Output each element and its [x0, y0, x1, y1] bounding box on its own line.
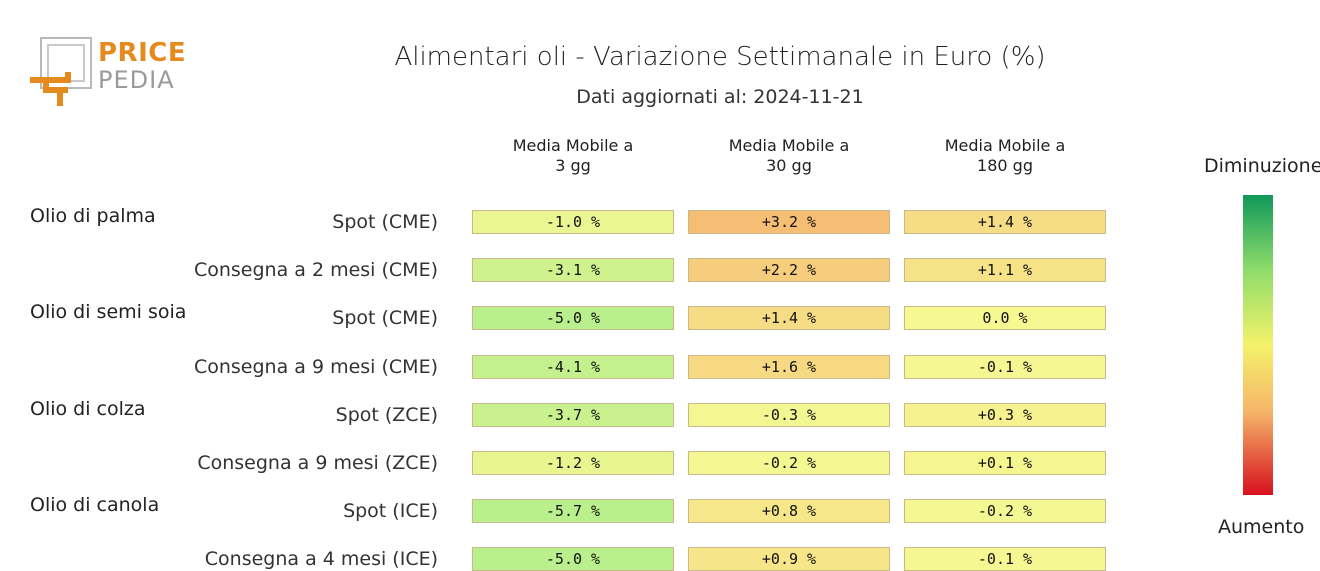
row-label: Spot (CME) [332, 307, 438, 330]
heatmap-cell: +1.6 % [688, 354, 890, 379]
row-label: Consegna a 2 mesi (CME) [193, 259, 438, 282]
heatmap-cell: +3.2 % [688, 210, 890, 234]
logo-pedia-text: PEDIA [98, 66, 175, 94]
heatmap-cell: -0.1 % [904, 547, 1106, 571]
heatmap-cell: -5.0 % [472, 306, 674, 331]
heatmap-cell: -0.1 % [904, 354, 1106, 379]
heatmap-cell: +1.4 % [688, 306, 890, 331]
row-label: Spot (ICE) [343, 500, 438, 523]
row-label: Spot (CME) [332, 211, 438, 233]
group-label: Olio di canola [30, 494, 160, 517]
row-label: Consegna a 9 mesi (ZCE) [197, 452, 438, 474]
heatmap-cell: 0.0 % [904, 306, 1106, 331]
heatmap-cell: -1.2 % [472, 451, 674, 475]
row-label: Spot (ZCE) [335, 403, 438, 426]
heatmap-cell: -3.1 % [472, 258, 674, 283]
chart-subtitle: Dati aggiornati al: 2024-11-21 [576, 86, 864, 108]
group-label: Olio di palma [30, 205, 156, 227]
heatmap-cell: -4.1 % [472, 354, 674, 379]
heatmap-cell: +0.3 % [904, 402, 1106, 427]
heatmap-cell: -5.0 % [472, 547, 674, 571]
heatmap-cell: +1.4 % [904, 210, 1106, 234]
column-header: Media Mobile a 30 gg [728, 136, 850, 175]
row-label: Consegna a 4 mesi (ICE) [204, 548, 438, 571]
heatmap-cell: -0.3 % [688, 402, 890, 427]
logo-price-text: PRICE [98, 38, 187, 68]
heatmap-cell: -0.2 % [904, 499, 1106, 524]
legend-top-label: Diminuzione [1204, 155, 1320, 177]
heatmap-cell: +1.1 % [904, 258, 1106, 283]
legend-color-scale [1243, 195, 1273, 495]
pricepedia-logo: PRICE PEDIA [28, 36, 188, 108]
group-label: Olio di colza [30, 397, 146, 420]
heatmap-cell: -3.7 % [472, 402, 674, 427]
legend-bottom-label: Aumento [1218, 516, 1305, 538]
heatmap-cell: +0.1 % [904, 451, 1106, 475]
logo-mark-icon [30, 37, 92, 106]
heatmap-cell: +2.2 % [688, 258, 890, 283]
group-label: Olio di semi soia [30, 301, 187, 324]
column-header: Media Mobile a 3 gg [512, 136, 634, 175]
column-header: Media Mobile a 180 gg [944, 136, 1066, 175]
heatmap-cell: -0.2 % [688, 451, 890, 475]
heatmap-cell: +0.9 % [688, 547, 890, 571]
row-label: Consegna a 9 mesi (CME) [193, 355, 438, 378]
chart-title: Alimentari oli - Variazione Settimanale … [394, 42, 1046, 72]
heatmap-cell: -5.7 % [472, 499, 674, 524]
heatmap-cell: -1.0 % [472, 210, 674, 234]
heatmap-cell: +0.8 % [688, 499, 890, 524]
